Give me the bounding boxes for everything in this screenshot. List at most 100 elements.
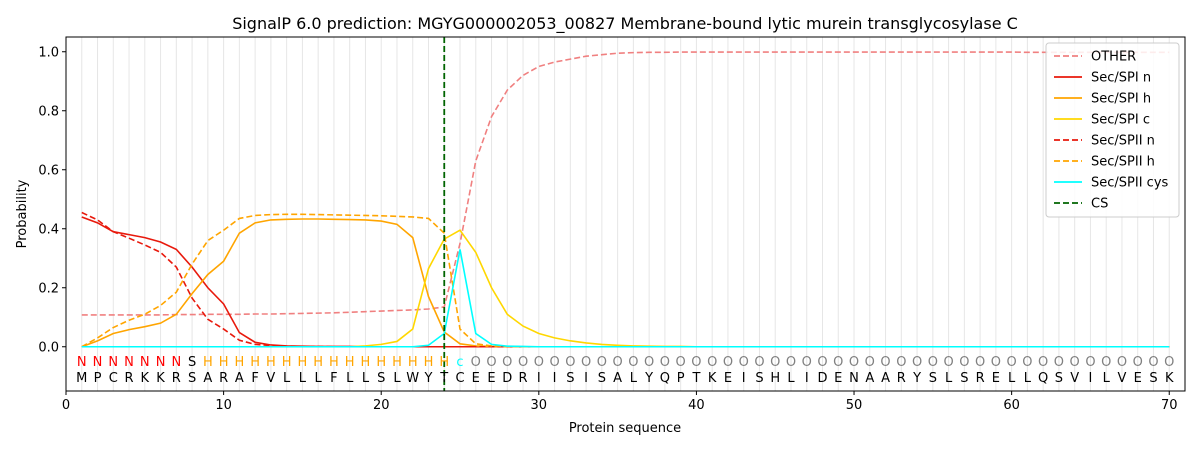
- residue-label: V: [1070, 371, 1079, 386]
- residue-label: V: [1118, 371, 1127, 386]
- series-sec-spii-n: [81, 211, 1170, 348]
- residue-label: S: [755, 371, 763, 386]
- residue-label: S: [566, 371, 574, 386]
- residue-label: I: [537, 371, 541, 386]
- region-label: O: [1117, 355, 1127, 370]
- residue-label: I: [553, 371, 557, 386]
- series-sec-spi-c: [81, 229, 1170, 348]
- legend-label: Sec/SPII n: [1091, 134, 1155, 149]
- residue-label: A: [881, 371, 890, 386]
- region-label: O: [628, 355, 638, 370]
- region-label: H: [298, 355, 308, 370]
- residue-label: T: [439, 371, 448, 386]
- region-label: O: [849, 355, 859, 370]
- x-tick-label: 10: [215, 398, 232, 413]
- residue-label: C: [109, 371, 118, 386]
- legend-label: Sec/SPII h: [1091, 155, 1155, 170]
- y-tick-label: 1.0: [38, 45, 59, 60]
- residue-label: R: [897, 371, 906, 386]
- region-label: O: [644, 355, 654, 370]
- region-label: O: [770, 355, 780, 370]
- residue-label: L: [1008, 371, 1016, 386]
- residue-label: R: [976, 371, 985, 386]
- residue-label: P: [677, 371, 685, 386]
- region-label: O: [786, 355, 796, 370]
- y-tick-label: 0.0: [38, 340, 59, 355]
- region-label: O: [691, 355, 701, 370]
- region-label: O: [754, 355, 764, 370]
- region-label: O: [865, 355, 875, 370]
- residue-label: S: [929, 371, 937, 386]
- residue-label: A: [865, 371, 874, 386]
- region-label: O: [943, 355, 953, 370]
- residue-label: S: [1149, 371, 1157, 386]
- legend-label: Sec/SPI n: [1091, 71, 1151, 86]
- residue-label: D: [502, 371, 512, 386]
- region-label: N: [108, 355, 118, 370]
- residue-label: Y: [424, 371, 433, 386]
- region-label: O: [660, 355, 670, 370]
- residue-label: E: [1134, 371, 1142, 386]
- region-label: H: [266, 355, 276, 370]
- region-label: N: [93, 355, 103, 370]
- region-label: O: [896, 355, 906, 370]
- series-sec-spi-n: [81, 216, 1170, 348]
- residue-label: A: [203, 371, 212, 386]
- residue-label: K: [708, 371, 717, 386]
- residue-label: E: [834, 371, 842, 386]
- series-lines: [81, 51, 1170, 348]
- region-label: O: [707, 355, 717, 370]
- region-label: O: [518, 355, 528, 370]
- residue-label: L: [393, 371, 401, 386]
- residue-label: M: [76, 371, 87, 386]
- region-label: O: [565, 355, 575, 370]
- region-label: O: [912, 355, 922, 370]
- series-other: [81, 51, 1170, 316]
- residue-label: E: [472, 371, 480, 386]
- residue-label: C: [455, 371, 464, 386]
- region-label: H: [376, 355, 386, 370]
- series-sec-spi-h: [81, 218, 1170, 348]
- region-label: O: [833, 355, 843, 370]
- residue-label: W: [406, 371, 419, 386]
- residue-label: P: [94, 371, 102, 386]
- legend-box: [1045, 42, 1180, 218]
- y-tick-label: 0.6: [38, 163, 59, 178]
- x-tick-label: 70: [1161, 398, 1178, 413]
- x-axis-ticks: 0 10 20 30 40 50 60 70: [62, 391, 1178, 413]
- residue-label: S: [598, 371, 606, 386]
- residue-label: I: [584, 371, 588, 386]
- residue-label: L: [299, 371, 307, 386]
- residue-label: S: [1055, 371, 1063, 386]
- residue-label: K: [1165, 371, 1174, 386]
- residue-label: L: [283, 371, 291, 386]
- plot-frame: [65, 36, 1186, 392]
- x-tick-label: 0: [62, 398, 70, 413]
- region-label: N: [140, 355, 150, 370]
- legend-label: Sec/SPII cys: [1091, 176, 1169, 191]
- region-label: O: [880, 355, 890, 370]
- residue-label: L: [1024, 371, 1032, 386]
- residue-label: R: [125, 371, 134, 386]
- series-sec-spii-h: [81, 213, 1170, 348]
- region-label: O: [1133, 355, 1143, 370]
- y-axis-label: Probability: [15, 179, 30, 248]
- region-label: O: [676, 355, 686, 370]
- region-label: O: [597, 355, 607, 370]
- region-label: O: [928, 355, 938, 370]
- region-label: S: [188, 355, 196, 370]
- region-label: O: [1164, 355, 1174, 370]
- residue-label: I: [742, 371, 746, 386]
- region-label: O: [471, 355, 481, 370]
- residue-label: S: [377, 371, 385, 386]
- region-label: H: [361, 355, 371, 370]
- residue-label: F: [251, 371, 258, 386]
- residue-label: L: [1103, 371, 1111, 386]
- x-axis-label: Protein sequence: [569, 421, 681, 436]
- legend-label: OTHER: [1091, 50, 1136, 65]
- region-label: O: [817, 355, 827, 370]
- region-label: O: [549, 355, 559, 370]
- chart-title: SignalP 6.0 prediction: MGYG000002053_00…: [232, 14, 1018, 34]
- region-label: H: [329, 355, 339, 370]
- region-label: H: [250, 355, 260, 370]
